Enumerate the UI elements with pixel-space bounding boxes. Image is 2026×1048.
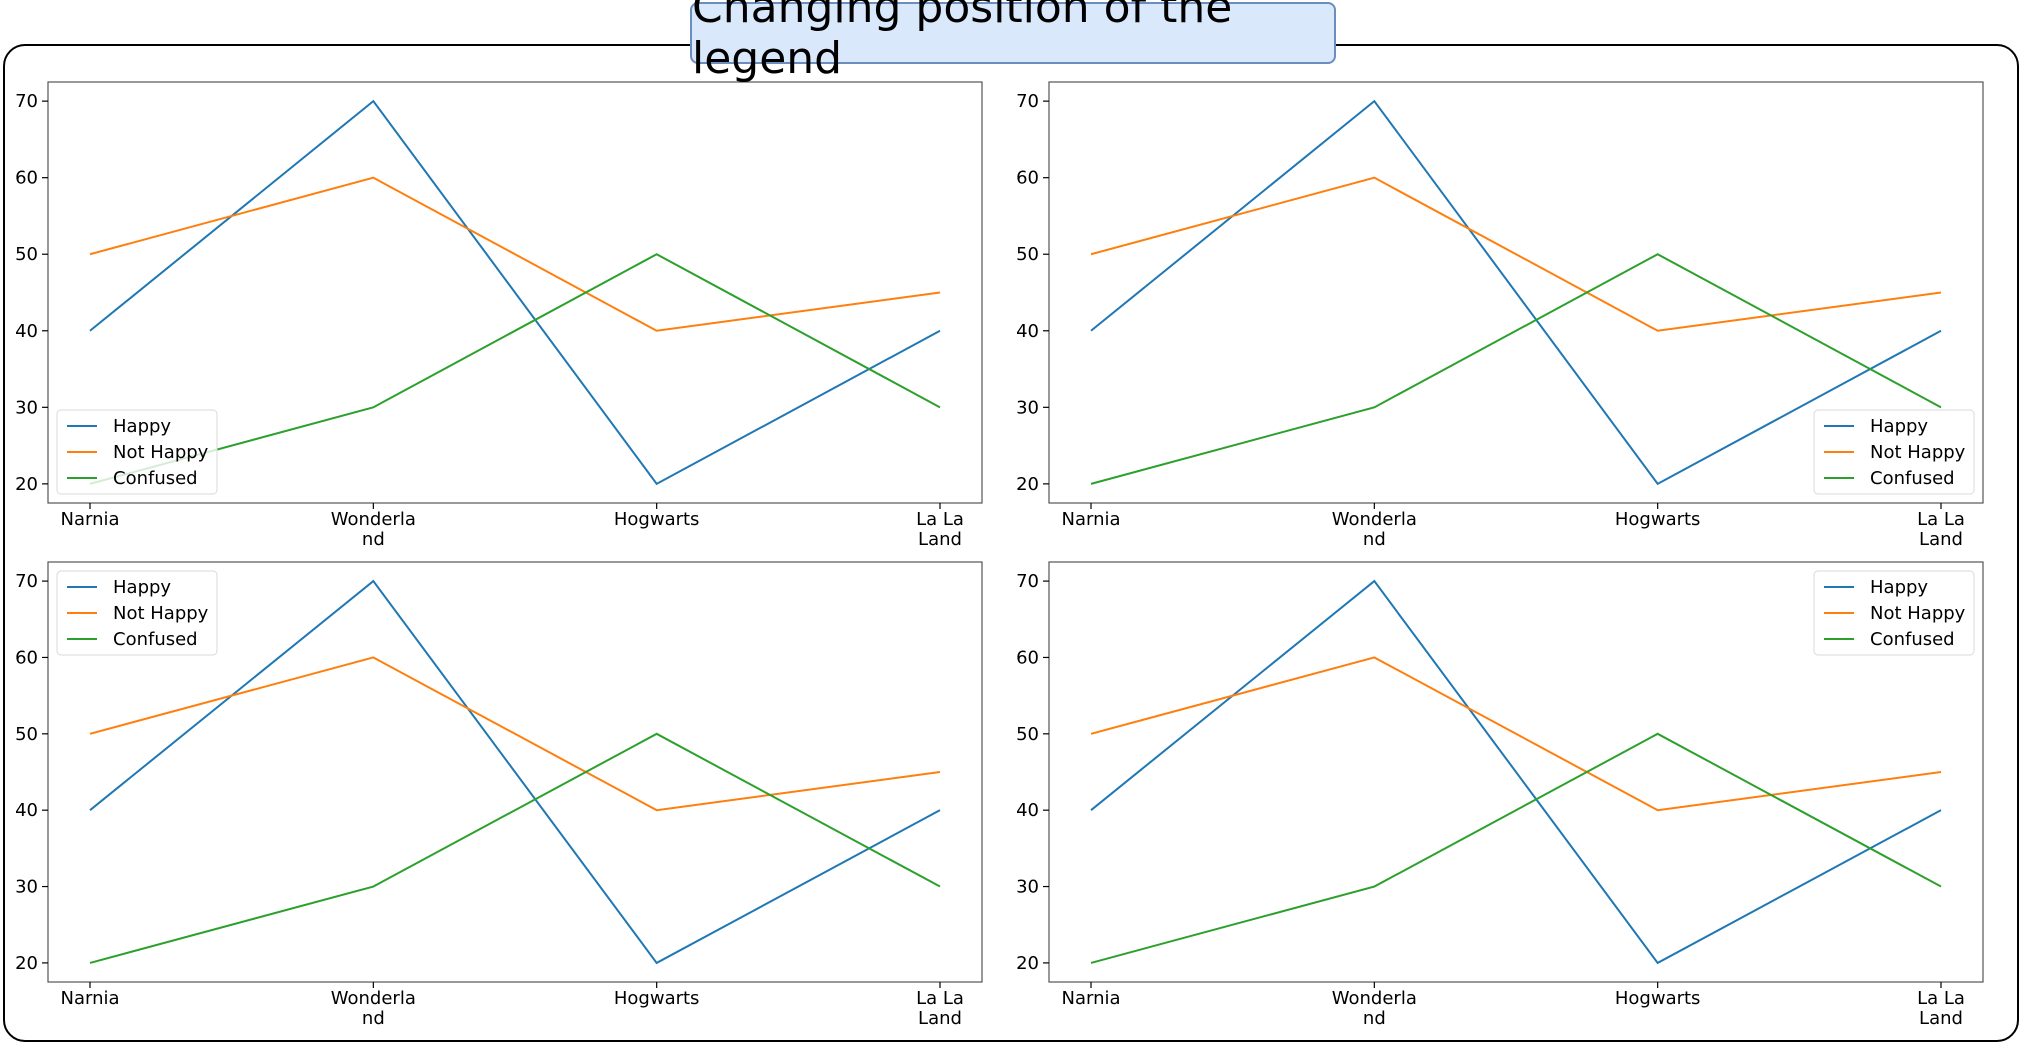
legend-box	[56, 409, 218, 495]
legend-label: Confused	[113, 629, 198, 650]
series-line-not-happy	[1090, 176, 1942, 332]
y-tick-label: 40	[15, 321, 38, 342]
x-tick-label: Narnia	[1061, 988, 1120, 1009]
y-tick-label: 50	[1016, 724, 1039, 745]
y-tick-label: 70	[15, 91, 38, 112]
legend: Happy Not Happy Confused	[1813, 409, 1975, 495]
y-tick-label: 50	[1016, 244, 1039, 265]
figure-title: Changing position of the legend	[690, 0, 1336, 84]
y-tick-label: 30	[15, 877, 38, 898]
y-tick-label: 50	[15, 724, 38, 745]
x-tick-label: La La Land	[916, 988, 964, 1029]
y-tick-label: 60	[15, 647, 38, 668]
y-tick-label: 40	[1016, 321, 1039, 342]
y-tick-label: 70	[1016, 91, 1039, 112]
y-tick-label: 60	[1016, 647, 1039, 668]
x-tick-label: Hogwarts	[1615, 988, 1701, 1009]
y-tick-label: 30	[15, 397, 38, 418]
x-tick-label: Wonderla nd	[331, 988, 416, 1029]
legend-box	[1813, 409, 1975, 495]
series-line-confused	[89, 732, 941, 964]
series-line-confused	[89, 253, 941, 485]
legend: Happy Not Happy Confused	[56, 570, 218, 656]
y-tick-label: 20	[1016, 474, 1039, 495]
legend-label: Confused	[1870, 629, 1955, 650]
x-tick-label: La La Land	[1917, 509, 1965, 550]
legend-box	[1813, 570, 1975, 656]
chart-panel-4: 20 30 40 50 60 70 Narnia Wonderla nd Hogwarts La L…	[1016, 561, 1984, 1029]
series-line-confused	[1090, 253, 1942, 485]
series-line-not-happy	[89, 656, 941, 812]
legend-label: Happy	[1870, 416, 1928, 437]
y-tick-label: 20	[15, 953, 38, 974]
x-tick-label: Hogwarts	[1615, 509, 1701, 530]
x-tick-label: Narnia	[1061, 509, 1120, 530]
y-tick-label: 40	[15, 800, 38, 821]
x-tick-label: Wonderla nd	[1332, 988, 1417, 1029]
x-tick-label: Narnia	[60, 509, 119, 530]
y-tick-label: 50	[15, 244, 38, 265]
chart-panel-3: 20 30 40 50 60 70 Narnia Wonderla nd Hogwarts La L…	[15, 561, 983, 1029]
x-tick-label: La La Land	[1917, 988, 1965, 1029]
x-tick-label: Hogwarts	[614, 509, 700, 530]
y-tick-label: 20	[15, 474, 38, 495]
chart-panel-2: 20 30 40 50 60 70 Narnia Wonderla nd Hogwarts La L…	[1016, 81, 1984, 550]
y-tick-label: 60	[15, 168, 38, 189]
legend-label: Not Happy	[1870, 442, 1966, 463]
x-tick-label: Narnia	[60, 988, 119, 1009]
x-tick-label: Wonderla nd	[1332, 509, 1417, 550]
y-tick-label: 20	[1016, 953, 1039, 974]
series-line-not-happy	[1090, 656, 1942, 812]
y-tick-label: 70	[15, 571, 38, 592]
legend: Happy Not Happy Confused	[56, 409, 218, 495]
series-line-not-happy	[89, 176, 941, 332]
legend-box	[56, 570, 218, 656]
y-tick-label: 70	[1016, 571, 1039, 592]
legend-label: Not Happy	[113, 442, 209, 463]
y-tick-label: 40	[1016, 800, 1039, 821]
x-tick-label: La La Land	[916, 509, 964, 550]
legend-label: Confused	[1870, 468, 1955, 489]
legend: Happy Not Happy Confused	[1813, 570, 1975, 656]
chart-panel-1: 20 30 40 50 60 70 Narnia Wonderla nd Hogwarts La L…	[15, 81, 983, 550]
series-line-confused	[1090, 732, 1942, 964]
legend-label: Confused	[113, 468, 198, 489]
x-tick-label: Wonderla nd	[331, 509, 416, 550]
y-tick-label: 30	[1016, 397, 1039, 418]
legend-label: Not Happy	[113, 603, 209, 624]
legend-label: Happy	[1870, 577, 1928, 598]
legend-label: Not Happy	[1870, 603, 1966, 624]
y-tick-label: 30	[1016, 877, 1039, 898]
legend-label: Happy	[113, 416, 171, 437]
y-tick-label: 60	[1016, 168, 1039, 189]
legend-label: Happy	[113, 577, 171, 598]
x-tick-label: Hogwarts	[614, 988, 700, 1009]
